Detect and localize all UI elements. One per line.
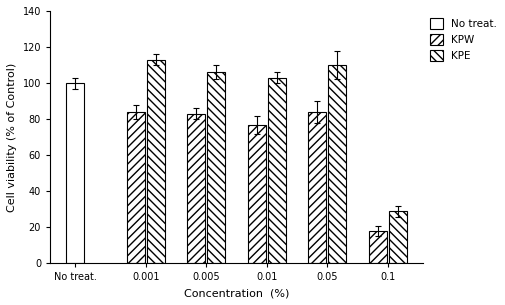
Bar [247,124,265,264]
Bar [207,72,225,264]
Y-axis label: Cell viability (% of Control): Cell viability (% of Control) [7,63,17,212]
Bar [146,60,165,264]
Bar [308,112,326,264]
Bar [187,114,205,264]
Bar [388,211,406,264]
Bar [267,78,285,264]
Legend: No treat., KPW, KPE: No treat., KPW, KPE [427,16,498,63]
X-axis label: Concentration  (%): Concentration (%) [183,288,289,298]
Bar [327,65,345,264]
Bar [66,83,84,264]
Bar [368,231,386,264]
Bar [126,112,144,264]
